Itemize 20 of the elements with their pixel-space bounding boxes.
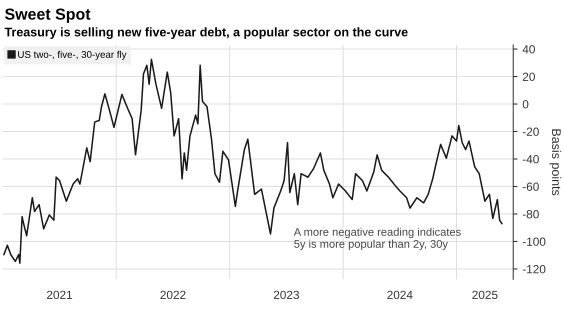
y-axis-title: Basis points bbox=[550, 129, 562, 196]
x-tick-label: 2023 bbox=[274, 290, 299, 300]
y-tick-label: -40 bbox=[522, 155, 539, 164]
y-tick-label: 0 bbox=[522, 100, 528, 108]
chart-subtitle: Treasury is selling new five-year debt, a popular sector on the curve bbox=[4, 27, 408, 39]
legend-label: US two-, five-, 30-year fly bbox=[18, 50, 127, 60]
y-tick-label: -100 bbox=[522, 238, 546, 246]
chart-title: Sweet Spot bbox=[4, 8, 90, 23]
line-series bbox=[3, 58, 503, 264]
y-tick-label: -20 bbox=[522, 128, 539, 136]
x-tick-label: 2021 bbox=[46, 290, 72, 300]
y-tick-label: -80 bbox=[522, 210, 539, 218]
annotation: A more negative reading indicates 5y is more popular than 2y, 30y bbox=[294, 228, 461, 250]
y-tick-label: -60 bbox=[522, 182, 539, 191]
x-tick-label: 2022 bbox=[160, 290, 186, 300]
y-tick-label: 20 bbox=[522, 72, 535, 81]
y-tick-label: 40 bbox=[522, 45, 535, 54]
y-tick-label: -120 bbox=[522, 264, 546, 274]
x-tick-label: 2025 bbox=[472, 290, 498, 300]
x-tick-label: 2024 bbox=[387, 290, 413, 300]
